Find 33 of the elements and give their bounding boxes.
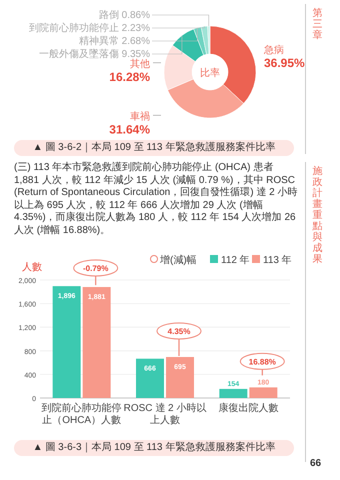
annotation: 16.88% <box>248 357 276 366</box>
bar <box>166 356 194 398</box>
text: -0.79% <box>82 264 108 273</box>
slice-label: 路倒 0.86% <box>98 9 150 21</box>
legend-label: 112 年 <box>221 254 250 266</box>
text: ▲ 圖 3-6-3｜本局 109 至 113 年緊急救護服務案件比率 <box>14 440 294 456</box>
slice-label: 一般外傷及墜落傷 9.35% <box>38 48 150 60</box>
y-axis-title: 人數 <box>22 261 42 273</box>
text: ▲ 圖 3-6-2｜本局 109 至 113 年緊急救護服務案件比率 <box>14 140 294 156</box>
text: 比率 <box>200 67 220 79</box>
x-tick-label: 到院前心肺功能停止（OHCA）人數 <box>40 403 123 427</box>
slice-label: 車禍 <box>130 110 150 122</box>
slice-label: 其他 <box>130 58 150 70</box>
legend-label: 113 年 <box>263 254 292 266</box>
slice-label: 急病 <box>263 44 284 56</box>
text: 第三章 <box>312 8 323 41</box>
text: 施政計畫重點與成果 <box>312 166 322 265</box>
bar <box>82 287 111 398</box>
text: (三) 113 年本市緊急救護到院前心肺功能停止 (OHCA) 患者 1,881 人次，較 112 年減少 15 人次 (減幅 0.79 %)，其中 ROSC (Return of Spontaneous Circulation，回復自發性循環) 達 2 小時以上為 695 人次，較 112 年 666 人次增加 29 人次 (增幅 4.35%)，而康復出院人數為 180 人，較 112 年 154 人次增加 26 人次 (增幅 16.88%)。 <box>14 162 298 237</box>
data-label: 36.95% <box>264 56 306 70</box>
data-label: 16.28% <box>109 70 150 84</box>
data-label: 31.64% <box>109 122 150 136</box>
text: 增(減)幅 <box>159 254 197 266</box>
slice-label: 精神異常 2.68% <box>78 35 150 47</box>
bar <box>219 388 248 398</box>
slice-label: 到院前心肺功能停止 2.23% <box>28 22 150 34</box>
bar <box>136 358 164 398</box>
bar <box>52 286 81 398</box>
annotation: 4.35% <box>168 326 190 336</box>
x-tick-label: 康復出院人數 <box>217 403 280 415</box>
x-tick-label: ROSC 達 2 小時以上人數 <box>123 403 207 427</box>
text: 66 <box>310 458 322 469</box>
bar <box>249 387 278 398</box>
